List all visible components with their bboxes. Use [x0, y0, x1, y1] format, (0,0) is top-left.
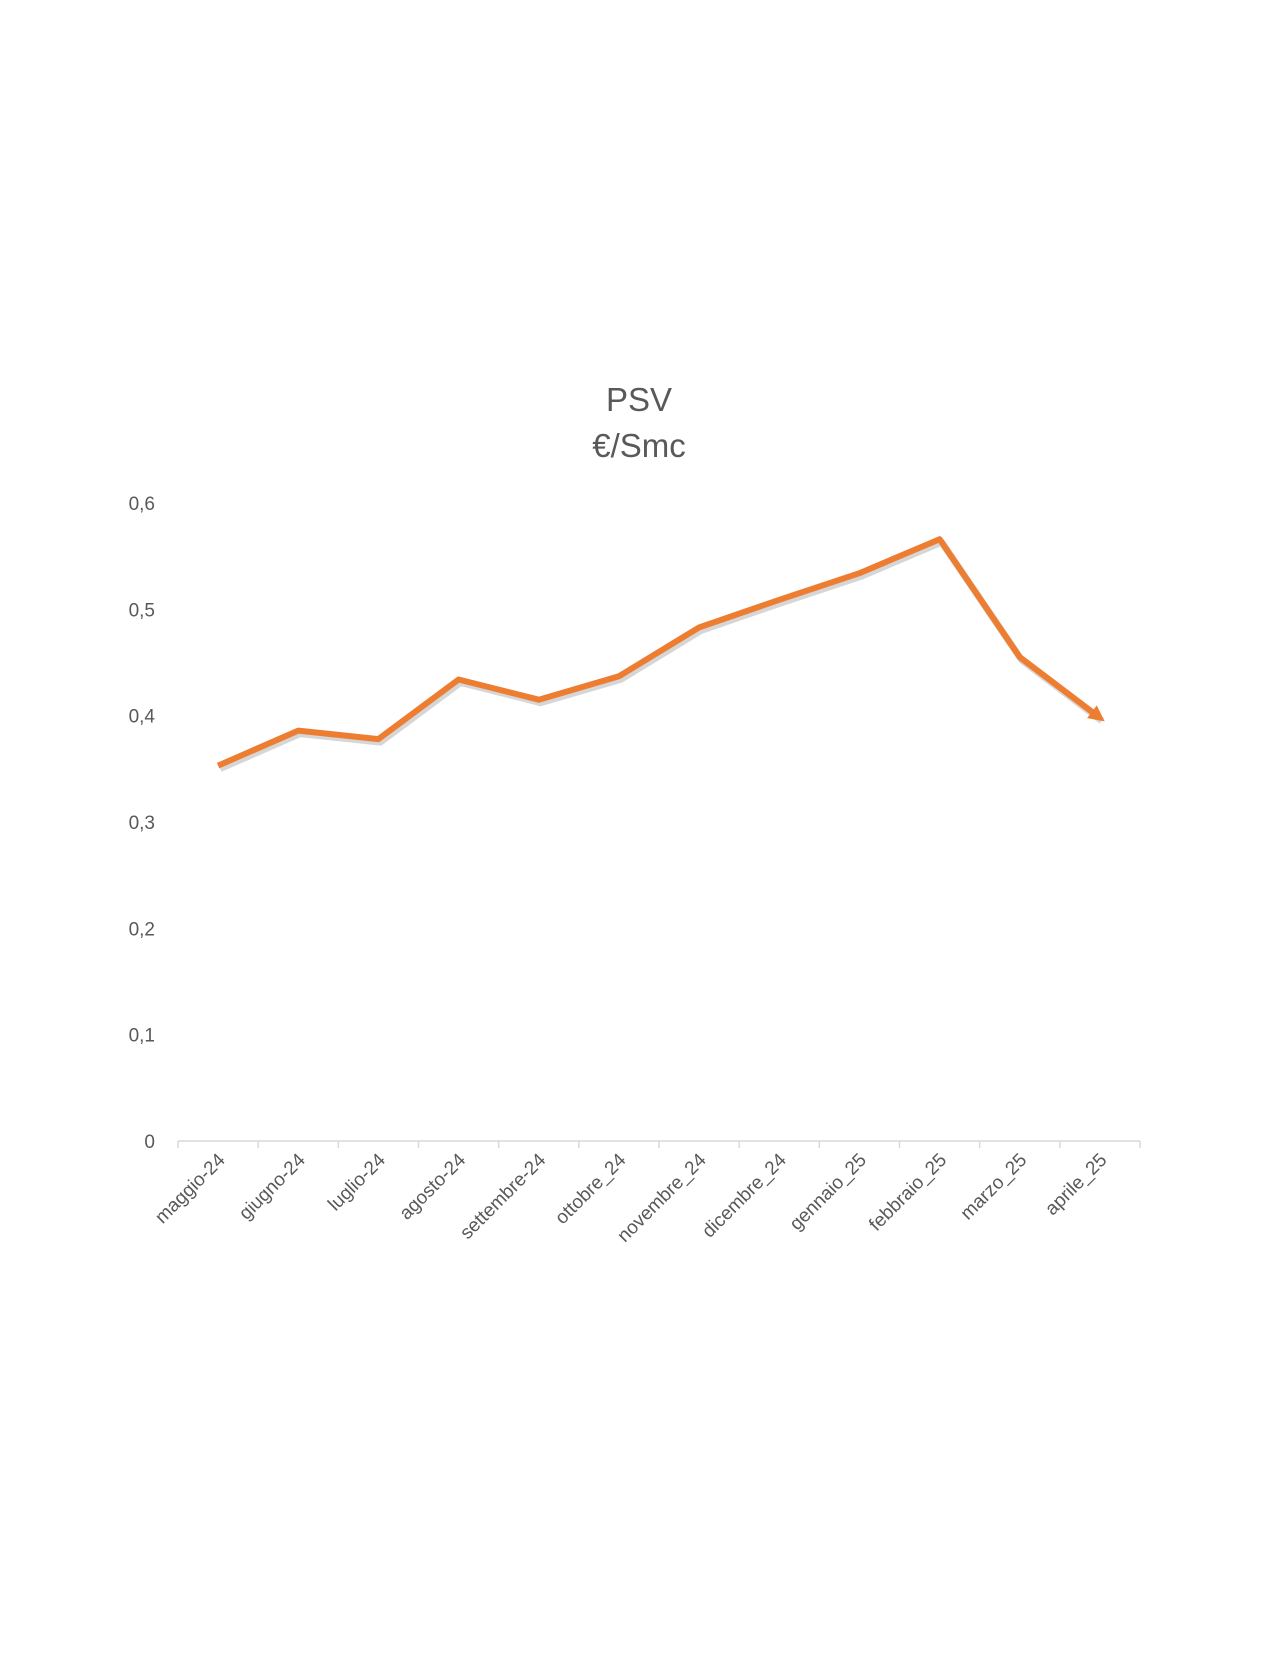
data-point — [295, 728, 301, 734]
y-tick-label: 0,3 — [129, 813, 155, 834]
data-point — [616, 673, 622, 679]
x-tick-label: ottobre_24 — [551, 1149, 630, 1228]
x-tick-label: luglio-24 — [324, 1149, 390, 1215]
y-axis: 0 0,1 0,2 0,3 0,4 0,5 0,6 — [129, 494, 156, 1153]
y-tick-label: 0 — [144, 1132, 155, 1153]
x-tick-label: dicembre_24 — [698, 1149, 791, 1242]
x-tick-label: giugno-24 — [235, 1149, 310, 1224]
y-tick-label: 0,6 — [129, 494, 155, 515]
x-tick-label: maggio-24 — [151, 1149, 230, 1228]
data-point — [937, 536, 943, 542]
data-point — [536, 697, 542, 703]
data-point — [456, 677, 462, 683]
x-tick-label: gennaio_25 — [786, 1150, 871, 1235]
data-point — [215, 763, 221, 769]
y-tick-label: 0,2 — [129, 919, 155, 940]
chart-title: PSV — [606, 381, 672, 418]
data-point — [375, 736, 381, 742]
chart-subtitle: €/Smc — [592, 427, 686, 464]
x-tick-label: settembre-24 — [456, 1149, 550, 1243]
x-axis: maggio-24 giugno-24 luglio-24 agosto-24sett… — [151, 1140, 1141, 1247]
data-point — [856, 570, 862, 576]
series-group — [215, 536, 1105, 772]
data-point — [776, 597, 782, 603]
x-tick-label: marzo_25 — [957, 1150, 1032, 1225]
y-tick-label: 0,1 — [129, 1026, 155, 1047]
data-point — [696, 624, 702, 630]
series-line — [216, 536, 1102, 769]
y-tick-label: 0,5 — [129, 600, 155, 621]
data-point — [1017, 654, 1023, 660]
x-tick-label: aprile_25 — [1041, 1150, 1111, 1220]
x-tick-label: febbraio_25 — [865, 1150, 951, 1236]
series-arrowhead — [1087, 705, 1105, 722]
x-tick-label: agosto-24 — [396, 1149, 471, 1224]
y-tick-label: 0,4 — [129, 707, 156, 728]
